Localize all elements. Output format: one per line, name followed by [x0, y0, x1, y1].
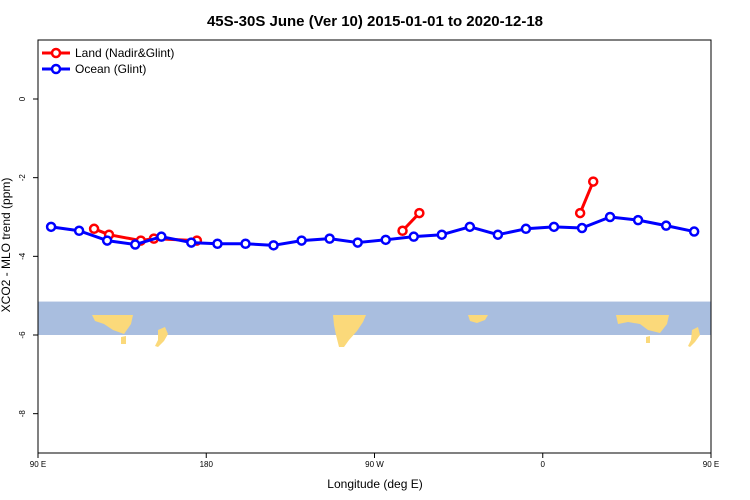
series-Land (Nadir&Glint) — [88, 176, 599, 246]
series-line — [578, 181, 595, 214]
map-land — [155, 327, 168, 347]
series-layer — [45, 176, 700, 251]
map-land — [92, 315, 133, 334]
map-land — [688, 327, 700, 347]
data-point — [574, 207, 586, 219]
legend-label: Land (Nadir&Glint) — [75, 46, 174, 60]
y-tick-label: -8 — [18, 410, 27, 418]
x-tick-label: 90 W — [365, 460, 384, 469]
data-point — [296, 235, 307, 246]
y-tick-label: -4 — [18, 252, 27, 260]
data-point — [73, 225, 85, 237]
data-point — [212, 238, 223, 249]
data-point — [88, 223, 100, 235]
series-line — [50, 215, 695, 247]
data-point — [520, 223, 532, 235]
data-point — [436, 229, 448, 240]
data-point — [324, 233, 335, 244]
data-point — [548, 221, 560, 233]
data-point — [660, 220, 672, 231]
y-tick-label: -6 — [18, 331, 27, 339]
map-land — [646, 336, 650, 343]
data-point — [414, 207, 425, 219]
data-point — [397, 225, 408, 237]
data-point — [408, 231, 420, 242]
y-axis: 0 -2 -4 -6 -8 — [18, 96, 38, 417]
y-tick-label: -2 — [18, 174, 27, 182]
data-point — [240, 238, 251, 249]
legend-marker — [50, 63, 62, 75]
data-point — [352, 237, 363, 248]
x-axis-label: Longitude (deg E) — [327, 477, 422, 491]
legend-marker — [50, 47, 62, 59]
chart-title: 45S-30S June (Ver 10) 2015-01-01 to 2020… — [207, 13, 543, 30]
x-tick-label: 90 E — [30, 460, 46, 469]
map-land — [121, 336, 126, 344]
data-point — [101, 235, 113, 246]
map-ocean — [38, 301, 711, 335]
x-tick-label: 180 — [200, 460, 214, 469]
map-land — [333, 315, 366, 347]
data-point — [45, 221, 57, 233]
data-point — [156, 231, 167, 242]
data-point — [268, 240, 279, 251]
x-tick-label: 90 E — [703, 460, 719, 469]
legend: Land (Nadir&Glint) Ocean (Glint) — [42, 46, 174, 76]
data-point — [186, 237, 197, 248]
x-axis: 90 E 180 90 W 0 90 E — [30, 453, 719, 469]
data-point — [464, 221, 476, 233]
map-land — [616, 315, 669, 333]
data-point — [492, 229, 504, 240]
data-point — [380, 234, 391, 246]
y-tick-label: 0 — [18, 96, 27, 101]
world-map-band — [38, 301, 711, 347]
data-point — [587, 176, 599, 187]
data-point — [129, 239, 141, 250]
map-land — [468, 315, 488, 323]
y-axis-label: XCO2 - MLO trend (ppm) — [0, 178, 13, 313]
legend-label: Ocean (Glint) — [75, 62, 146, 76]
data-point — [688, 226, 700, 237]
series-Ocean (Glint) — [45, 211, 700, 251]
x-tick-label: 0 — [541, 460, 546, 469]
data-point — [632, 214, 644, 226]
data-point — [576, 222, 588, 234]
data-point — [604, 211, 616, 223]
